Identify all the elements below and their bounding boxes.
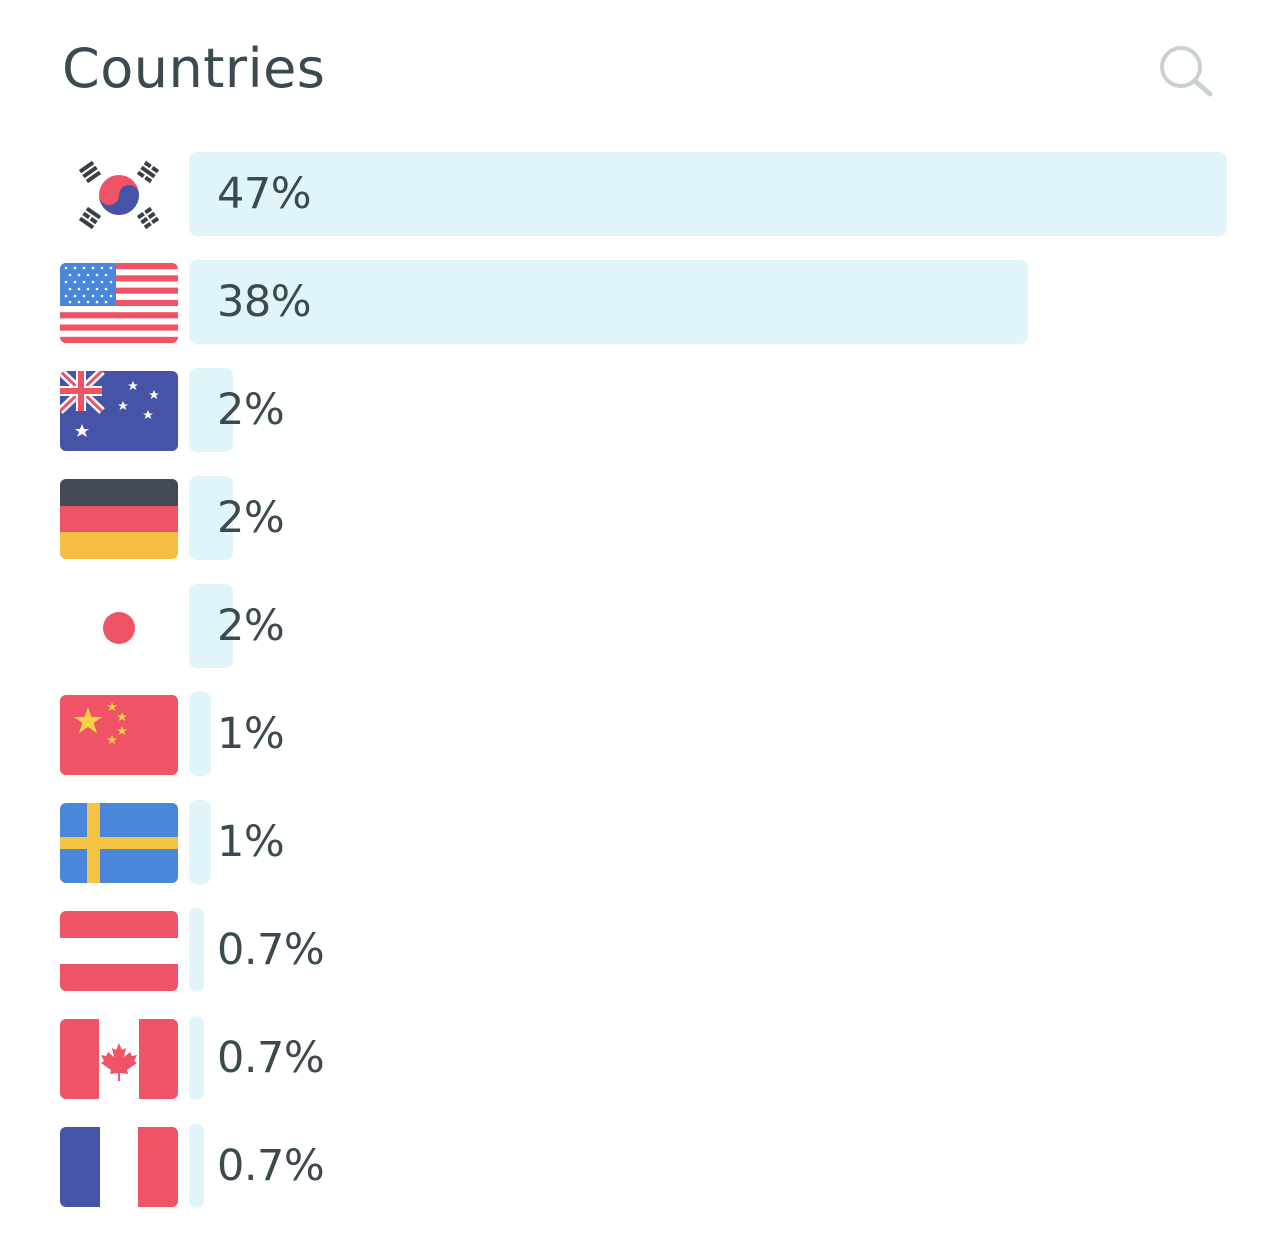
percentage-label: 0.7%	[217, 925, 325, 975]
austria-flag-icon	[60, 911, 178, 991]
percentage-bar	[189, 692, 211, 776]
country-row-south-korea[interactable]: 47%	[60, 152, 1228, 236]
united-states-flag-icon	[60, 263, 178, 343]
percentage-label: 0.7%	[217, 1141, 325, 1191]
search-icon[interactable]	[1156, 42, 1216, 102]
country-row-united-states[interactable]: 38%	[60, 260, 1228, 344]
country-row-japan[interactable]: 2%	[60, 584, 1228, 668]
page-title: Countries	[62, 37, 326, 100]
percentage-bar	[189, 908, 204, 992]
country-row-france[interactable]: 0.7%	[60, 1124, 1228, 1208]
percentage-bar	[189, 1016, 204, 1100]
country-row-australia[interactable]: 2%	[60, 368, 1228, 452]
percentage-bar	[189, 584, 233, 668]
percentage-bar	[189, 1124, 204, 1208]
country-row-sweden[interactable]: 1%	[60, 800, 1228, 884]
canada-flag-icon	[60, 1019, 178, 1099]
country-row-china[interactable]: 1%	[60, 692, 1228, 776]
percentage-label: 38%	[217, 277, 312, 327]
percentage-label: 1%	[217, 817, 285, 867]
percentage-label: 2%	[217, 385, 285, 435]
france-flag-icon	[60, 1127, 178, 1207]
percentage-label: 1%	[217, 709, 285, 759]
sweden-flag-icon	[60, 803, 178, 883]
percentage-label: 2%	[217, 601, 285, 651]
japan-flag-icon	[60, 587, 178, 667]
country-row-austria[interactable]: 0.7%	[60, 908, 1228, 992]
country-row-canada[interactable]: 0.7%	[60, 1016, 1228, 1100]
south-korea-flag-icon	[78, 160, 160, 230]
percentage-bar	[189, 260, 1028, 344]
percentage-label: 0.7%	[217, 1033, 325, 1083]
china-flag-icon	[60, 695, 178, 775]
percentage-bar	[189, 368, 233, 452]
percentage-label: 47%	[217, 169, 312, 219]
percentage-label: 2%	[217, 493, 285, 543]
percentage-bar	[189, 152, 1227, 236]
country-row-germany[interactable]: 2%	[60, 476, 1228, 560]
percentage-bar	[189, 800, 211, 884]
germany-flag-icon	[60, 479, 178, 559]
australia-flag-icon	[60, 371, 178, 451]
percentage-bar	[189, 476, 233, 560]
country-list: 47%	[60, 152, 1228, 1232]
